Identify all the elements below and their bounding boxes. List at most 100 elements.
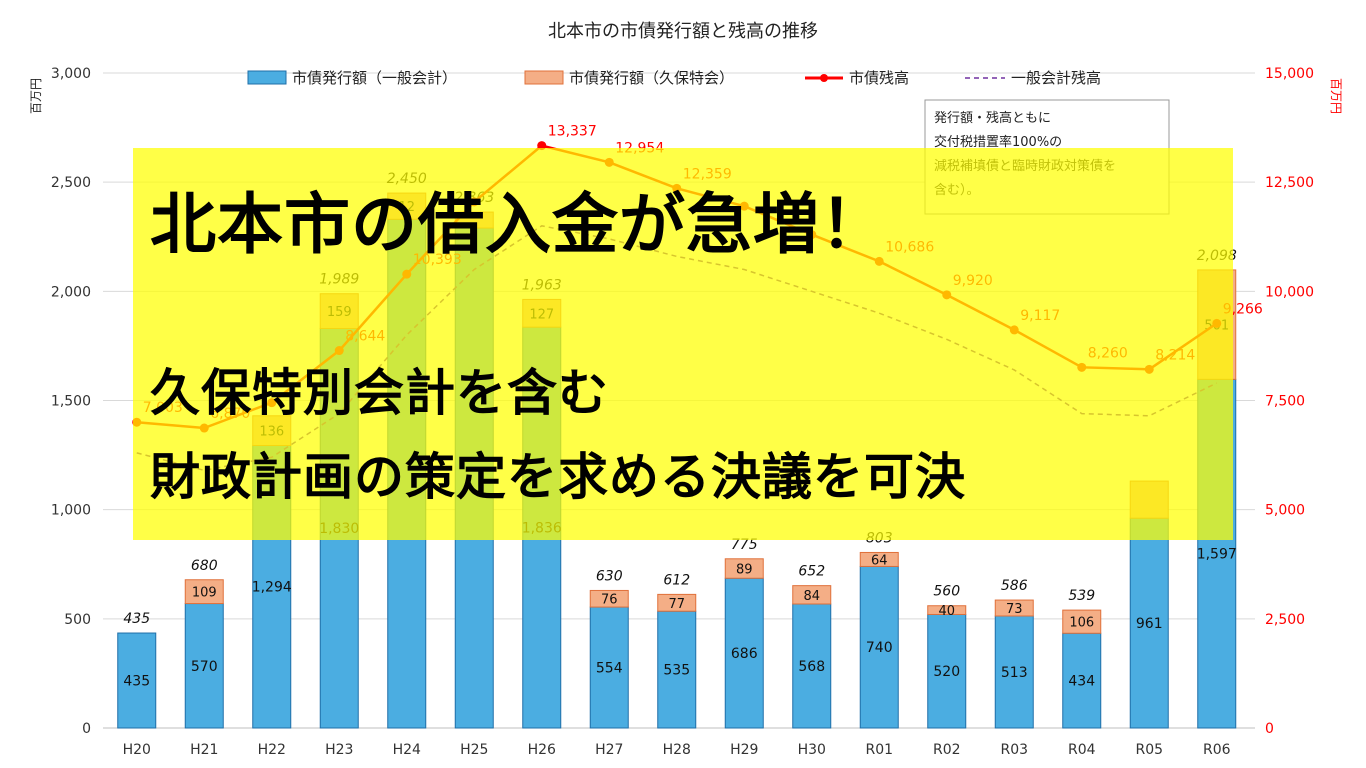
- bar-kubo-label: 73: [1006, 602, 1023, 617]
- bar-total-label: 630: [596, 568, 623, 584]
- bar-kubo-label: 89: [736, 563, 753, 578]
- x-tick-label: H28: [663, 742, 691, 758]
- line-total-balance-point: [604, 157, 614, 167]
- annotation-line: 発行額・残高ともに: [934, 110, 1051, 126]
- subline-1: 久保特別会計を含む: [150, 364, 609, 422]
- bar-kubo-label: 64: [871, 553, 888, 568]
- legend-swatch-general: [247, 70, 287, 85]
- x-tick-label: H29: [730, 742, 758, 758]
- left-axis-unit: 百万円: [29, 78, 43, 114]
- line-total-balance-point: [402, 269, 412, 279]
- left-tick-label: 1,000: [51, 503, 91, 519]
- line-total-balance-label: 10,686: [885, 239, 934, 255]
- bar-total-label: 586: [1001, 578, 1028, 594]
- chart-title: 北本市の市債発行額と残高の推移: [548, 21, 818, 42]
- bar-kubo-label: 76: [601, 593, 618, 608]
- left-tick-label: 3,000: [51, 66, 91, 82]
- line-total-balance-label: 13,337: [548, 124, 597, 140]
- bar-kubo: [927, 605, 967, 615]
- legend-label-kubo: 市債発行額（久保特会）: [569, 69, 734, 87]
- bar-general-label: 535: [663, 663, 690, 679]
- x-tick-label: H24: [393, 742, 421, 758]
- x-tick-label: H23: [325, 742, 353, 758]
- legend-marker-total-balance: [820, 74, 828, 82]
- annotation-line: 含む）。: [934, 182, 980, 198]
- bar-kubo: [859, 551, 899, 567]
- bar-series: 4354355701096801,2941361,8301591,989122,…: [117, 171, 1237, 729]
- bar-general-label: 513: [1001, 665, 1028, 681]
- bar-total-label: 560: [933, 584, 960, 600]
- headline: 北本市の借入金が急増！: [150, 186, 887, 263]
- bar-kubo-label: 106: [1069, 616, 1094, 631]
- x-axis: H20 H21 H22 H23 H24 H25 H26 H27 H28 H29 H30 R01 R02 R…: [123, 742, 1231, 758]
- bar-general: [589, 606, 629, 729]
- x-tick-label: H30: [798, 742, 826, 758]
- bar-kubo: [589, 589, 629, 608]
- bar-kubo: [657, 593, 697, 612]
- right-tick-label: 7,500: [1265, 394, 1305, 410]
- line-total-balance-point: [537, 141, 547, 151]
- bar-kubo-label: 77: [668, 597, 685, 612]
- bar-kubo: [724, 558, 764, 579]
- line-total-balance-label: 12,954: [615, 140, 664, 156]
- legend-label-general: 市債発行額（一般会計）: [292, 69, 457, 87]
- bar-total-label: 652: [798, 564, 825, 580]
- line-total-balance-point: [334, 346, 344, 356]
- bar-kubo: [184, 579, 224, 605]
- bar-general-label: 435: [123, 674, 150, 690]
- left-tick-label: 2,000: [51, 284, 91, 300]
- x-tick-label: R02: [933, 742, 961, 758]
- legend-label-general-balance: 一般会計残高: [1011, 69, 1101, 87]
- subline-2: 財政計画の策定を求める決議を可決: [150, 448, 966, 506]
- bar-general-label: 1,830: [319, 521, 359, 537]
- line-total-balance-label: 12,359: [683, 166, 732, 182]
- line-total-balance-label: 9,266: [1223, 301, 1263, 317]
- right-axis-unit: 百万円: [1329, 78, 1343, 114]
- line-total-balance-label: 8,214: [1155, 347, 1195, 363]
- x-tick-label: H20: [123, 742, 151, 758]
- line-total-balance-label: 8,260: [1088, 345, 1128, 361]
- bar-general-label: 740: [866, 640, 893, 656]
- left-tick-label: 1,500: [51, 394, 91, 410]
- left-tick-label: 2,500: [51, 175, 91, 191]
- bar-total-label: 1,989: [319, 272, 359, 288]
- bar-kubo-label: 159: [327, 305, 352, 320]
- annotation-line: 減税補填債と臨時財政対策債を: [934, 158, 1116, 174]
- bar-general-label: 434: [1068, 674, 1095, 690]
- line-total-balance-label: 9,920: [953, 273, 993, 289]
- bar-kubo-label: 136: [259, 425, 284, 440]
- bar-general-label: 1,294: [252, 580, 292, 596]
- right-tick-label: 15,000: [1265, 66, 1314, 82]
- annotation-line: 交付税措置率100%の: [934, 134, 1062, 150]
- legend-swatch-kubo: [524, 70, 564, 85]
- bar-general-label: 686: [731, 646, 758, 662]
- x-tick-label: H22: [258, 742, 286, 758]
- bar-total-label: 2,450: [387, 171, 427, 187]
- bar-total-label: 1,963: [522, 277, 562, 293]
- x-tick-label: R01: [865, 742, 893, 758]
- bar-general-label: 570: [191, 659, 218, 675]
- bar-general: [1062, 632, 1102, 729]
- right-axis: 0 2,500 5,000 7,500 10,000 12,500 15,000: [1265, 66, 1314, 737]
- bar-kubo-label: 127: [529, 307, 554, 322]
- bar-total-label: 539: [1068, 588, 1095, 604]
- left-tick-label: 0: [82, 721, 91, 737]
- x-tick-label: H27: [595, 742, 623, 758]
- bar-total-label: 775: [731, 537, 758, 553]
- bar-general: [792, 603, 832, 729]
- bar-kubo-label: 40: [938, 604, 955, 619]
- bar-general-label: 961: [1136, 616, 1163, 632]
- line-total-balance-point: [1212, 318, 1222, 328]
- bar-general: [1129, 517, 1169, 729]
- bar-general: [657, 610, 697, 729]
- bar-general-label: 1,836: [522, 521, 562, 537]
- bar-general-label: 520: [933, 664, 960, 680]
- bar-general-label: 1,597: [1197, 547, 1237, 563]
- bar-kubo: [994, 599, 1034, 617]
- line-total-balance-point: [199, 423, 209, 433]
- line-total-balance-point: [1077, 362, 1087, 372]
- left-tick-label: 500: [64, 612, 91, 628]
- bar-general: [994, 615, 1034, 729]
- legend-label-total-balance: 市債残高: [849, 69, 909, 87]
- right-tick-label: 5,000: [1265, 503, 1305, 519]
